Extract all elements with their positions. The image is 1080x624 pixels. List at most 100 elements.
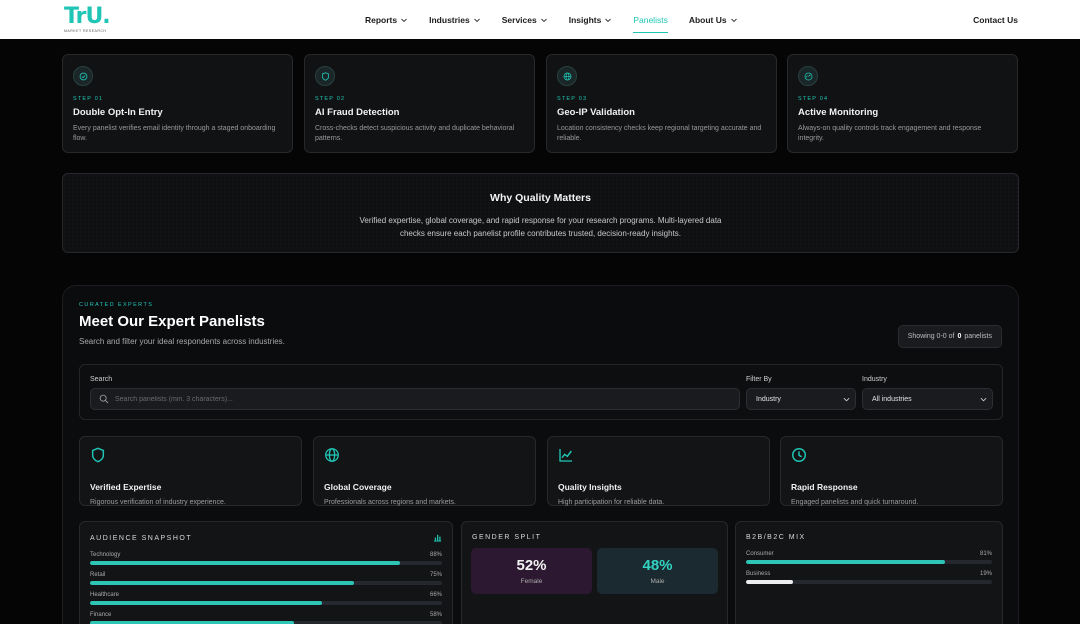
contact-us-link[interactable]: Contact Us bbox=[973, 14, 1018, 25]
audience-snapshot-title: AUDIENCE SNAPSHOT bbox=[90, 535, 193, 542]
step-card-2: STEP 02 AI Fraud Detection Cross-checks de… bbox=[304, 54, 535, 153]
b2b-b2c-mix-panel: B2B/B2C MIX Consumer 81% Business 19% bbox=[735, 521, 1003, 624]
feature-card-rapid-response: Rapid Response Engaged panelists and quic… bbox=[780, 436, 1003, 506]
nav-item-panelists[interactable]: Panelists bbox=[633, 0, 668, 39]
bar-label: Technology bbox=[90, 552, 121, 558]
chevron-down-icon bbox=[843, 397, 850, 402]
expert-panelists-section: CURATED EXPERTS Meet Our Expert Panelist… bbox=[62, 285, 1019, 624]
step-icon-badge bbox=[73, 66, 93, 86]
male-percent: 48% bbox=[642, 557, 673, 574]
step-title: AI Fraud Detection bbox=[315, 107, 400, 118]
bar-track bbox=[746, 580, 992, 584]
female-stat: 52% Female bbox=[471, 548, 592, 594]
filter-bar: Search Filter By Industry Industry All i… bbox=[79, 364, 1003, 420]
filter-by-value: Industry bbox=[756, 395, 781, 403]
bar-track bbox=[746, 560, 992, 564]
step-card-1: STEP 01 Double Opt-In Entry Every panelist… bbox=[62, 54, 293, 153]
globe-icon bbox=[325, 448, 339, 462]
check-circle-icon bbox=[79, 72, 87, 80]
chevron-down-icon bbox=[605, 18, 612, 22]
feature-title: Global Coverage bbox=[324, 482, 392, 492]
bar-value: 58% bbox=[429, 612, 442, 618]
audience-row-technology: Technology 88% bbox=[90, 552, 442, 565]
chevron-down-icon bbox=[980, 397, 987, 402]
nav-item-label: Panelists bbox=[633, 14, 668, 25]
step-title: Active Monitoring bbox=[798, 107, 879, 118]
bar-label: Consumer bbox=[746, 551, 774, 557]
section-subtitle: Search and filter your ideal respondents… bbox=[79, 337, 285, 346]
industry-select[interactable]: All industries bbox=[862, 388, 993, 410]
male-stat: 48% Male bbox=[597, 548, 718, 594]
feature-desc: Professionals across regions and markets… bbox=[324, 499, 456, 506]
bar-fill bbox=[90, 581, 354, 585]
clock-icon bbox=[792, 448, 806, 462]
results-count-prefix: Showing 0-0 of bbox=[907, 333, 955, 340]
step-title: Double Opt-In Entry bbox=[73, 107, 163, 118]
bar-fill bbox=[746, 580, 793, 584]
bar-label: Retail bbox=[90, 572, 106, 578]
mix-row-consumer: Consumer 81% bbox=[746, 551, 992, 564]
results-count-badge: Showing 0-0 of 0 panelists bbox=[897, 325, 1002, 348]
results-count-total: 0 bbox=[957, 333, 962, 340]
step-desc: Every panelist verifies email identity t… bbox=[73, 125, 276, 142]
feature-card-global-coverage: Global Coverage Professionals across regi… bbox=[313, 436, 536, 506]
nav-item-label: Industries bbox=[429, 14, 470, 25]
bar-track bbox=[90, 601, 442, 605]
why-quality-desc: Verified expertise, global coverage, and… bbox=[359, 216, 722, 238]
feature-desc: Rigorous verification of industry experi… bbox=[90, 499, 226, 506]
nav-item-industries[interactable]: Industries bbox=[429, 0, 481, 39]
search-box[interactable] bbox=[90, 388, 740, 410]
nav-item-about-us[interactable]: About Us bbox=[689, 0, 738, 39]
bar-value: 75% bbox=[429, 572, 442, 578]
feature-title: Quality Insights bbox=[558, 482, 622, 492]
results-count-suffix: panelists bbox=[964, 333, 992, 340]
bar-track bbox=[90, 621, 442, 624]
nav-item-label: Reports bbox=[365, 14, 398, 25]
step-title: Geo-IP Validation bbox=[557, 107, 635, 118]
feature-card-verified-expertise: Verified Expertise Rigorous verification … bbox=[79, 436, 302, 506]
step-icon-badge bbox=[557, 66, 577, 86]
bar-label: Business bbox=[746, 571, 771, 577]
logo[interactable]: TrU. MARKET RESEARCH bbox=[64, 6, 116, 34]
why-quality-title: Why Quality Matters bbox=[490, 192, 591, 204]
bar-label: Finance bbox=[90, 612, 112, 618]
why-quality-card: Why Quality Matters Verified expertise, … bbox=[62, 173, 1019, 253]
industry-label: Industry bbox=[862, 376, 887, 383]
female-label: Female bbox=[520, 578, 543, 585]
top-nav: TrU. MARKET RESEARCH Reports Industries Se… bbox=[0, 0, 1080, 39]
step-number: STEP 03 bbox=[557, 96, 588, 102]
step-icon-badge bbox=[798, 66, 818, 86]
female-percent: 52% bbox=[516, 557, 547, 574]
search-label: Search bbox=[90, 376, 113, 383]
nav-item-label: Services bbox=[501, 14, 537, 25]
industry-value: All industries bbox=[872, 395, 912, 403]
b2b-b2c-mix-title: B2B/B2C MIX bbox=[746, 534, 806, 541]
step-card-3: STEP 03 Geo-IP Validation Location consist… bbox=[546, 54, 777, 153]
gender-split-title: GENDER SPLIT bbox=[472, 534, 542, 541]
audience-row-retail: Retail 75% bbox=[90, 572, 442, 585]
bar-fill bbox=[90, 561, 400, 565]
nav-item-reports[interactable]: Reports bbox=[365, 0, 408, 39]
step-card-4: STEP 04 Active Monitoring Always-on qualit… bbox=[787, 54, 1018, 153]
nav-item-label: About Us bbox=[688, 14, 727, 25]
globe-icon bbox=[563, 72, 571, 80]
bar-fill bbox=[746, 560, 946, 564]
line-chart-icon bbox=[559, 449, 572, 462]
feature-title: Rapid Response bbox=[791, 482, 858, 492]
bar-value: 88% bbox=[429, 552, 442, 558]
bar-track bbox=[90, 561, 442, 565]
search-input[interactable] bbox=[115, 395, 715, 403]
step-number: STEP 02 bbox=[315, 96, 346, 102]
nav-item-insights[interactable]: Insights bbox=[569, 0, 613, 39]
gauge-icon bbox=[804, 72, 812, 80]
filter-by-select[interactable]: Industry bbox=[746, 388, 856, 410]
bar-chart-icon bbox=[433, 534, 442, 542]
bar-value: 81% bbox=[979, 551, 992, 557]
search-icon bbox=[99, 394, 109, 404]
logo-subtext: MARKET RESEARCH bbox=[64, 29, 107, 33]
shield-icon bbox=[91, 447, 105, 463]
bar-value: 19% bbox=[979, 571, 992, 577]
feature-title: Verified Expertise bbox=[90, 482, 162, 492]
feature-card-quality-insights: Quality Insights High participation for r… bbox=[547, 436, 770, 506]
nav-item-services[interactable]: Services bbox=[502, 0, 548, 39]
